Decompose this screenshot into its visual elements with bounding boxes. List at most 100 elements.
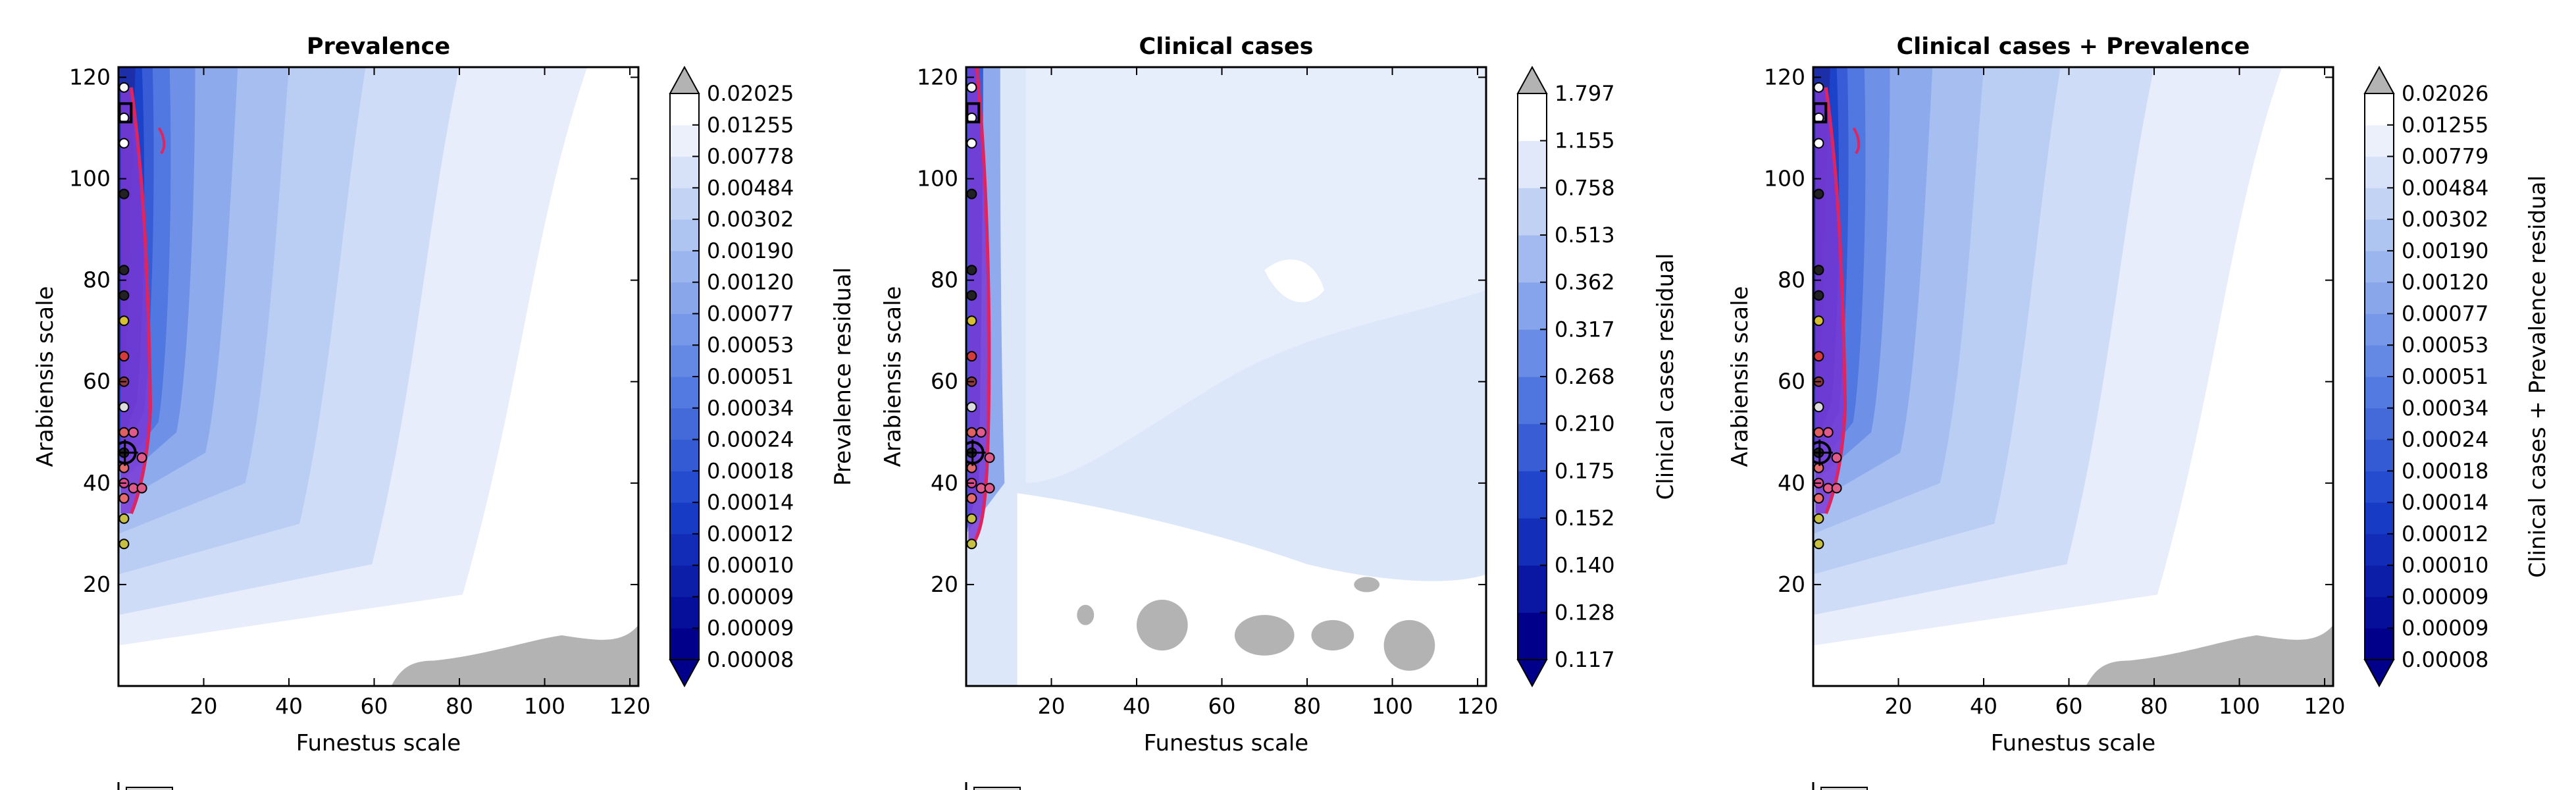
colorbar-tick-label: 0.00484 [2402, 175, 2488, 200]
colorbar-segment [2365, 533, 2394, 566]
y-tick-label: 80 [1778, 267, 1805, 293]
y-tick-label: 80 [83, 267, 111, 293]
data-point [1813, 265, 1824, 276]
colorbar-segment [1518, 140, 1547, 188]
colorbar-tick-label: 0.00053 [707, 332, 794, 357]
x-tick-label: 40 [1970, 693, 1997, 719]
colorbar: 0.117 0.128 0.140 0.152 0.175 0.210 0.268 0.317… [1516, 65, 1679, 688]
colorbar-tick-label: 0.00010 [707, 553, 794, 578]
x-tick-label: 120 [1457, 693, 1499, 719]
colorbar-tick-label: 1.155 [1555, 128, 1615, 153]
data-point [118, 82, 130, 93]
chart-panel: 20 40 60 80 100 120 20 40 60 80 100 120 Clinical cas… [880, 34, 1679, 790]
contour-line [1824, 87, 1847, 515]
colorbar-segment [670, 219, 699, 251]
colorbar-tick-label: 0.00009 [2402, 584, 2488, 609]
colorbar-segment [670, 313, 699, 346]
colorbar-tick-label: 0.00190 [707, 238, 794, 263]
y-tick-label: 120 [69, 64, 111, 90]
data-point [1831, 452, 1842, 463]
x-axis-label: Funestus scale [1991, 730, 2155, 756]
colorbar-tick-label: 0.01255 [707, 113, 794, 138]
colorbar-tick-label: 0.128 [1555, 600, 1615, 625]
plot-frame [117, 66, 640, 687]
colorbar-tick-label: 0.00018 [2402, 458, 2488, 483]
contour-line [1852, 127, 1861, 155]
colorbar-tick-label: 0.00008 [707, 647, 794, 672]
plot-area [966, 67, 1486, 686]
colorbar-segment [1518, 423, 1547, 471]
data-point [1813, 188, 1824, 199]
colorbar-segment [2365, 124, 2394, 157]
colorbar-segment [670, 628, 699, 660]
colorbar-tick-label: 0.758 [1555, 175, 1615, 200]
plot-frame [965, 66, 1487, 687]
data-point [1813, 402, 1824, 413]
data-point [975, 427, 987, 438]
data-point [984, 483, 995, 494]
data-point [118, 265, 130, 276]
colorbar-tick-label: 0.00302 [707, 207, 794, 232]
colorbar-tick-label: 0.00010 [2402, 553, 2488, 578]
contour-line [157, 127, 166, 155]
colorbar-tick-label: 0.117 [1555, 647, 1615, 672]
data-point [1813, 290, 1824, 301]
y-tick-label: 20 [1778, 571, 1805, 597]
data-point [966, 427, 977, 438]
colorbar-tick-label: 0.00779 [2402, 144, 2488, 169]
colorbar-segment [2365, 471, 2394, 503]
colorbar-tick-label: 0.00302 [2402, 207, 2488, 232]
data-point [966, 402, 977, 413]
over-range-region [2086, 625, 2333, 686]
data-point [1831, 483, 1842, 494]
colorbar-segment [670, 377, 699, 409]
y-tick-label: 40 [83, 470, 111, 496]
x-tick-label: 100 [524, 693, 565, 719]
colorbar-segment [670, 439, 699, 471]
y-tick-label: 80 [931, 267, 958, 293]
x-tick-label: 100 [2219, 693, 2260, 719]
y-tick-label: 60 [931, 369, 958, 394]
colorbar-tick-label: 0.00034 [707, 396, 794, 421]
data-point [966, 290, 977, 301]
colorbar-segment [670, 156, 699, 188]
colorbar-tick-label: 0.00012 [2402, 521, 2488, 546]
colorbar-segment [670, 565, 699, 597]
colorbar-segment [1518, 188, 1547, 236]
colorbar-segment [670, 124, 699, 157]
y-axis-label: Arabiensis scale [32, 286, 59, 467]
data-point [975, 483, 987, 494]
colorbar-segment [1518, 235, 1547, 283]
colorbar-segment [1518, 282, 1547, 330]
x-tick-label: 40 [275, 693, 303, 719]
data-point [1822, 483, 1834, 494]
colorbar-tick-label: 0.362 [1555, 270, 1615, 295]
fill-band [1025, 67, 1486, 483]
contour-line [129, 87, 153, 515]
colorbar-segment [1518, 329, 1547, 377]
x-tick-label: 120 [609, 693, 651, 719]
colorbar-segment [670, 471, 699, 503]
x-tick-label: 40 [1123, 693, 1150, 719]
x-tick-label: 60 [361, 693, 388, 719]
colorbar-segment [2365, 628, 2394, 660]
colorbar-tick-label: 0.00034 [2402, 396, 2488, 421]
x-tick-label: 20 [1885, 693, 1913, 719]
chart-panel: 20 40 60 80 100 120 20 40 60 80 100 120 Clinical cas… [1727, 34, 2551, 790]
y-tick-label: 100 [69, 166, 111, 192]
colorbar-tick-label: 1.797 [1555, 81, 1615, 106]
colorbar-tick-label: 0.00120 [2402, 270, 2488, 295]
data-point [136, 483, 147, 494]
colorbar-extend-under [1516, 659, 1548, 688]
y-tick-label: 120 [1764, 64, 1805, 90]
colorbar-tick-label: 0.140 [1555, 553, 1615, 578]
y-tick-label: 60 [83, 369, 111, 394]
colorbar-tick-label: 0.00053 [2402, 332, 2488, 357]
x-tick-label: 80 [446, 693, 473, 719]
x-axis-label: Funestus scale [296, 730, 461, 756]
colorbar-segment [670, 408, 699, 440]
colorbar-segment [2365, 188, 2394, 220]
data-point [966, 188, 977, 199]
colorbar-tick-label: 0.317 [1555, 317, 1615, 342]
legend-patch [1820, 787, 1868, 790]
